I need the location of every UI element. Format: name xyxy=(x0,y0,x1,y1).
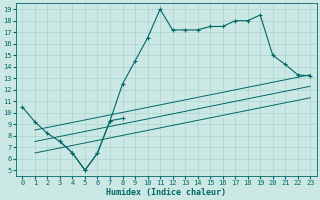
X-axis label: Humidex (Indice chaleur): Humidex (Indice chaleur) xyxy=(106,188,226,197)
